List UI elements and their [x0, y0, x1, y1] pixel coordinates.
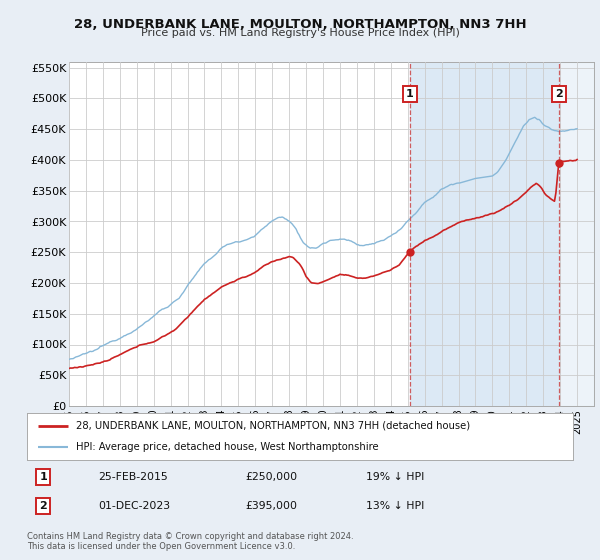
Text: This data is licensed under the Open Government Licence v3.0.: This data is licensed under the Open Gov… — [27, 542, 295, 551]
Text: 13% ↓ HPI: 13% ↓ HPI — [365, 501, 424, 511]
Text: Price paid vs. HM Land Registry's House Price Index (HPI): Price paid vs. HM Land Registry's House … — [140, 28, 460, 38]
Text: £250,000: £250,000 — [245, 472, 298, 482]
Text: HPI: Average price, detached house, West Northamptonshire: HPI: Average price, detached house, West… — [76, 442, 379, 452]
Text: 28, UNDERBANK LANE, MOULTON, NORTHAMPTON, NN3 7HH (detached house): 28, UNDERBANK LANE, MOULTON, NORTHAMPTON… — [76, 421, 470, 431]
Bar — [410, 62, 559, 406]
Text: 2: 2 — [40, 501, 47, 511]
Text: 1: 1 — [40, 472, 47, 482]
Text: 1: 1 — [406, 89, 413, 99]
Text: 28, UNDERBANK LANE, MOULTON, NORTHAMPTON, NN3 7HH: 28, UNDERBANK LANE, MOULTON, NORTHAMPTON… — [74, 18, 526, 31]
Bar — [559, 62, 594, 406]
Text: 25-FEB-2015: 25-FEB-2015 — [98, 472, 168, 482]
Text: 01-DEC-2023: 01-DEC-2023 — [98, 501, 170, 511]
Text: 2: 2 — [555, 89, 563, 99]
Text: 19% ↓ HPI: 19% ↓ HPI — [365, 472, 424, 482]
Text: Contains HM Land Registry data © Crown copyright and database right 2024.: Contains HM Land Registry data © Crown c… — [27, 532, 353, 541]
Text: £395,000: £395,000 — [245, 501, 298, 511]
